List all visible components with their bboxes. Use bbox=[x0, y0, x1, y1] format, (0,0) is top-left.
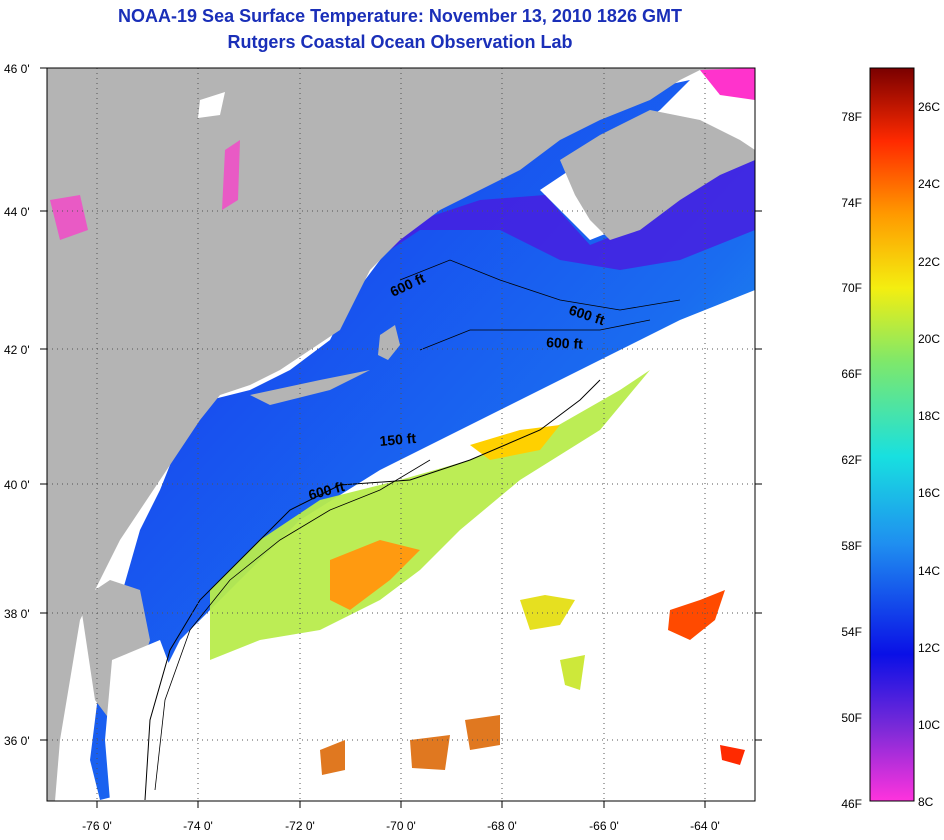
lat-label: 36 0' bbox=[4, 734, 30, 748]
contour-label: 150 ft bbox=[379, 430, 417, 449]
colorbar-f-label: 74F bbox=[841, 196, 862, 210]
contour-label: 600 ft bbox=[546, 334, 584, 352]
colorbar-f-label: 66F bbox=[841, 367, 862, 381]
lat-label: 44 0' bbox=[4, 205, 30, 219]
colorbar-c-label: 18C bbox=[918, 409, 940, 423]
colorbar-c-label: 12C bbox=[918, 641, 940, 655]
map-subtitle: Rutgers Coastal Ocean Observation Lab bbox=[227, 32, 573, 52]
lon-label: -66 0' bbox=[589, 819, 619, 833]
colorbar-f-label: 78F bbox=[841, 110, 862, 124]
lat-label: 38 0' bbox=[4, 607, 30, 621]
axis-ticks bbox=[40, 67, 762, 808]
sst-warm-streak bbox=[470, 425, 560, 460]
land-nova-scotia bbox=[560, 110, 755, 240]
lat-label: 46 0' bbox=[4, 62, 30, 76]
colorbar-c-label: 24C bbox=[918, 177, 940, 191]
map-title: NOAA-19 Sea Surface Temperature: Novembe… bbox=[118, 6, 682, 26]
sst-patch bbox=[720, 745, 745, 765]
colorbar-c-label: 20C bbox=[918, 332, 940, 346]
colorbar-f-label: 50F bbox=[841, 711, 862, 725]
contour-gom-600ft bbox=[399, 259, 681, 311]
colorbar-c-label: 22C bbox=[918, 255, 940, 269]
no-data-area bbox=[105, 640, 175, 801]
contour-georges bbox=[419, 319, 651, 351]
colorbar-f-label: 54F bbox=[841, 625, 862, 639]
sst-patch bbox=[320, 740, 345, 775]
cloud-patch bbox=[198, 92, 225, 118]
sst-patch bbox=[560, 655, 585, 690]
land-cape-cod bbox=[378, 325, 400, 360]
lon-label: -70 0' bbox=[386, 819, 416, 833]
map-content: 600 ft 600 ft 600 ft 150 ft 600 ft bbox=[47, 68, 755, 801]
colorbar-f-label: 70F bbox=[841, 281, 862, 295]
colorbar-f-label: 58F bbox=[841, 539, 862, 553]
cold-lake-patch bbox=[50, 195, 88, 240]
colorbar bbox=[869, 67, 915, 802]
sst-patch bbox=[465, 715, 500, 750]
lon-label: -74 0' bbox=[183, 819, 213, 833]
contour-600ft bbox=[144, 379, 601, 801]
cold-lake-patch bbox=[222, 140, 240, 210]
colorbar-c-label: 10C bbox=[918, 718, 940, 732]
lat-label: 42 0' bbox=[4, 343, 30, 357]
sst-patch bbox=[410, 735, 450, 770]
colorbar-c-label: 14C bbox=[918, 564, 940, 578]
lon-label: -64 0' bbox=[690, 819, 720, 833]
colorbar-c-label: 16C bbox=[918, 486, 940, 500]
colorbar-f-label: 62F bbox=[841, 453, 862, 467]
lon-label: -72 0' bbox=[285, 819, 315, 833]
lon-labels: -76 0' -74 0' -72 0' -70 0' -68 0' -66 0… bbox=[82, 819, 720, 833]
lat-labels: 46 0' 44 0' 42 0' 40 0' 38 0' 36 0' bbox=[4, 62, 30, 748]
sst-gulf-of-maine-cold bbox=[360, 160, 755, 270]
lon-label: -76 0' bbox=[82, 819, 112, 833]
contour-150ft bbox=[154, 459, 431, 791]
sst-patch bbox=[668, 590, 725, 640]
colorbar-c-label: 26C bbox=[918, 100, 940, 114]
cold-nb-patch bbox=[700, 68, 755, 100]
colorbar-c-label: 8C bbox=[918, 795, 934, 809]
land-long-island bbox=[250, 370, 370, 405]
lat-label: 40 0' bbox=[4, 478, 30, 492]
colorbar-c-labels: 26C 24C 22C 20C 18C 16C 14C 12C 10C 8C bbox=[918, 100, 940, 809]
sst-warm-eddy bbox=[330, 540, 420, 610]
lon-label: -68 0' bbox=[487, 819, 517, 833]
colorbar-f-labels: 78F 74F 70F 66F 62F 58F 54F 50F 46F bbox=[841, 110, 862, 811]
land-us-coast bbox=[47, 68, 755, 801]
colorbar-f-label: 46F bbox=[841, 797, 862, 811]
graticule bbox=[47, 68, 755, 801]
